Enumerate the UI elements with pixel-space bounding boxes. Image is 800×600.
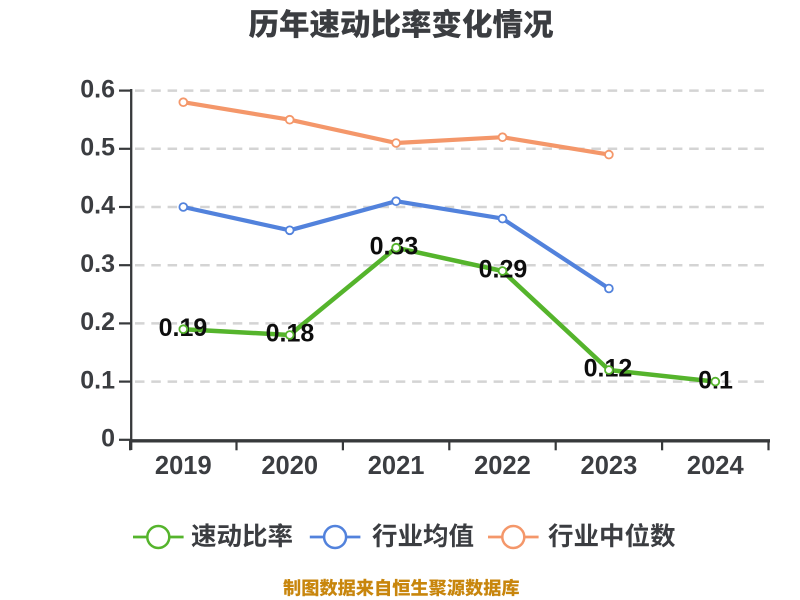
svg-text:2022: 2022	[474, 452, 531, 480]
svg-text:0.5: 0.5	[80, 134, 115, 162]
svg-text:2021: 2021	[368, 452, 425, 480]
svg-text:0.1: 0.1	[80, 366, 115, 394]
svg-text:0: 0	[101, 425, 115, 453]
svg-text:0.6: 0.6	[80, 75, 115, 103]
svg-text:0.2: 0.2	[80, 308, 115, 336]
svg-text:2024: 2024	[687, 452, 745, 480]
svg-text:0.3: 0.3	[80, 250, 115, 278]
svg-text:2019: 2019	[155, 452, 212, 480]
svg-text:2020: 2020	[261, 452, 318, 480]
svg-text:2023: 2023	[581, 452, 638, 480]
svg-text:0.4: 0.4	[80, 192, 115, 220]
